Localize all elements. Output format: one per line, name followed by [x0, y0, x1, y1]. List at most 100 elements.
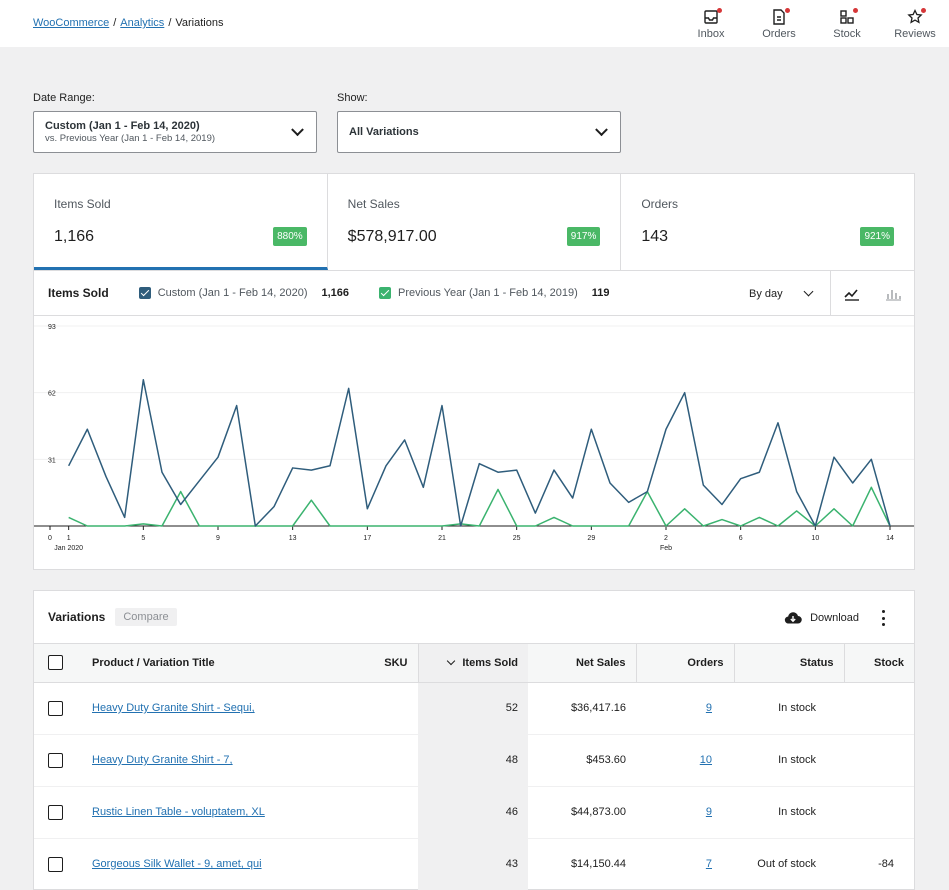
summary-net-sales[interactable]: Net Sales $578,917.00 917% [328, 174, 622, 270]
breadcrumb-woocommerce[interactable]: WooCommerce [33, 17, 110, 29]
x-tick-label: 14 [886, 535, 894, 542]
activity-label: Orders [762, 28, 796, 40]
show-label: Show: [337, 92, 368, 104]
table-row: Heavy Duty Granite Shirt - Sequi, 52 $36… [34, 682, 914, 735]
table-row: Rustic Linen Table - voluptatem, XL 46 $… [34, 786, 914, 839]
summary-label: Orders [641, 197, 679, 211]
chevron-down-icon [803, 286, 814, 297]
legend-label: Custom (Jan 1 - Feb 14, 2020) [157, 287, 308, 299]
col-status[interactable]: Status [733, 644, 844, 683]
breadcrumb: WooCommerce / Analytics / Variations [33, 17, 224, 29]
bar-chart-icon[interactable] [884, 286, 902, 302]
orders-link[interactable]: 9 [705, 702, 712, 714]
show-select[interactable]: All Variations [337, 111, 621, 153]
date-range-label: Date Range: [33, 92, 95, 104]
line-chart-icon[interactable] [843, 286, 861, 302]
x-tick-sublabel: Feb [660, 545, 672, 552]
activity-inbox[interactable]: Inbox [677, 0, 745, 47]
y-tick-label: 93 [48, 324, 56, 331]
net-sales-cell: $453.60 [528, 734, 636, 787]
breadcrumb-analytics[interactable]: Analytics [120, 17, 165, 29]
x-tick-label: 6 [739, 535, 743, 542]
orders-link[interactable]: 9 [705, 806, 712, 818]
x-tick-label: 2 [664, 535, 668, 542]
activity-reviews[interactable]: Reviews [881, 0, 949, 47]
series-line [68, 486, 891, 527]
variation-link[interactable]: Gorgeous Silk Wallet - 9, amet, qui [92, 858, 262, 870]
table-title: Variations [48, 610, 106, 624]
x-tick-label: 17 [363, 535, 371, 542]
x-tick-label: 10 [811, 535, 819, 542]
download-button[interactable]: Download [784, 591, 859, 644]
sku-cell [345, 734, 418, 787]
col-orders[interactable]: Orders [635, 644, 734, 683]
status-cell: In stock [734, 786, 844, 839]
download-label: Download [810, 611, 859, 624]
date-range-compare: vs. Previous Year (Jan 1 - Feb 14, 2019) [45, 133, 216, 144]
legend-total: 1,166 [321, 287, 350, 299]
col-stock[interactable]: Stock [843, 644, 914, 683]
breadcrumb-current: Variations [175, 17, 224, 29]
col-label: Items Sold [462, 656, 518, 669]
stock-cell [844, 682, 914, 735]
variation-link[interactable]: Rustic Linen Table - voluptatem, XL [92, 806, 265, 818]
select-all-checkbox[interactable] [48, 655, 63, 671]
table-row: Heavy Duty Granite Shirt - 7, 48 $453.60… [34, 734, 914, 787]
x-tick-label: 5 [141, 535, 145, 542]
net-sales-cell: $36,417.16 [528, 682, 636, 735]
sku-cell [345, 786, 418, 839]
more-options-icon[interactable] [882, 610, 886, 626]
table-header-bar: Variations Compare Download [34, 591, 914, 644]
items-sold-cell: 43 [418, 838, 528, 890]
col-items-sold[interactable]: Items Sold [417, 644, 528, 683]
activity-orders[interactable]: Orders [745, 0, 813, 47]
summary-items-sold[interactable]: Items Sold 1,166 880% [34, 174, 328, 270]
chart-header: Items Sold Custom (Jan 1 - Feb 14, 2020)… [34, 271, 914, 316]
summary-orders[interactable]: Orders 143 921% [621, 174, 914, 270]
interval-select[interactable]: By day [749, 271, 814, 316]
inbox-notification-dot [717, 8, 722, 13]
col-sku[interactable]: SKU [345, 644, 418, 683]
inbox-icon [704, 10, 718, 24]
checkbox-checked-icon [138, 287, 151, 299]
row-checkbox[interactable] [48, 752, 63, 768]
date-range-select[interactable]: Custom (Jan 1 - Feb 14, 2020) vs. Previo… [33, 111, 317, 153]
table-header-row: Product / Variation Title SKU Items Sold… [34, 644, 914, 683]
variations-table-card: Variations Compare Download Product / Va… [33, 590, 915, 890]
chart-title: Items Sold [48, 286, 109, 300]
x-tick-label: 0 [48, 535, 52, 542]
items-sold-cell: 52 [418, 682, 528, 735]
row-checkbox[interactable] [48, 856, 63, 872]
stock-notification-dot [853, 8, 858, 13]
reviews-icon [907, 8, 923, 24]
x-tick-label: 1 [67, 535, 71, 542]
activity-stock[interactable]: Stock [813, 0, 881, 47]
summary-value: 143 [641, 228, 669, 245]
cloud-download-icon [784, 611, 802, 624]
col-net-sales[interactable]: Net Sales [528, 644, 636, 683]
legend-item-previous[interactable]: Previous Year (Jan 1 - Feb 14, 2019) 119 [379, 287, 610, 299]
delta-badge: 917% [566, 227, 601, 246]
x-tick-sublabel: Jan 2020 [54, 545, 83, 552]
chart-type-toggle [830, 271, 914, 316]
items-sold-cell: 48 [418, 734, 528, 787]
orders-link[interactable]: 10 [699, 754, 712, 766]
sku-cell [345, 838, 418, 890]
orders-link[interactable]: 7 [705, 858, 712, 870]
status-cell: In stock [734, 682, 844, 735]
variation-link[interactable]: Heavy Duty Granite Shirt - Sequi, [92, 702, 255, 714]
show-value: All Variations [349, 126, 419, 138]
summary-label: Net Sales [347, 197, 400, 211]
row-checkbox[interactable] [48, 804, 63, 820]
variation-link[interactable]: Heavy Duty Granite Shirt - 7, [92, 754, 233, 766]
x-tick-label: 21 [438, 535, 446, 542]
summary-numbers: Items Sold 1,166 880% Net Sales $578,917… [33, 173, 915, 271]
compare-button[interactable]: Compare [115, 608, 177, 626]
status-cell: In stock [734, 734, 844, 787]
stock-cell [844, 786, 914, 839]
row-checkbox[interactable] [48, 700, 63, 716]
legend-item-current[interactable]: Custom (Jan 1 - Feb 14, 2020) 1,166 [138, 287, 350, 299]
items-sold-cell: 46 [418, 786, 528, 839]
sku-cell [345, 682, 418, 735]
col-title[interactable]: Product / Variation Title [82, 644, 345, 683]
